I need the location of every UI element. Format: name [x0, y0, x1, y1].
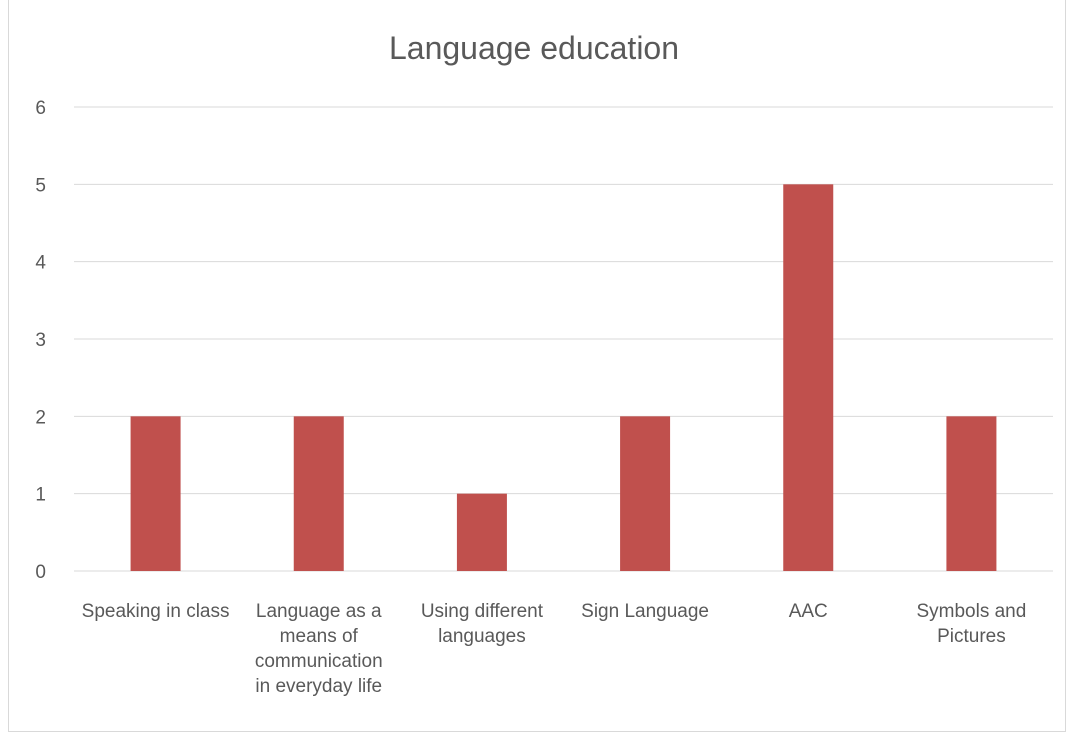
x-category-label-6: Symbols and Pictures	[916, 601, 1026, 647]
bar-4[interactable]	[620, 416, 671, 571]
y-tick-label-6: 6	[35, 98, 46, 119]
bar-3[interactable]	[456, 493, 507, 571]
y-tick-label-2: 2	[35, 407, 46, 428]
x-category-label-3: Using different languages	[421, 601, 544, 647]
chart-title: Language education	[388, 30, 680, 66]
bar-6[interactable]	[946, 416, 997, 571]
y-tick-label-1: 1	[35, 485, 46, 506]
y-tick-label-4: 4	[35, 253, 46, 274]
x-category-label-5: AAC	[789, 601, 828, 622]
bar-1[interactable]	[130, 416, 181, 571]
bar-5[interactable]	[783, 184, 834, 572]
x-category-label-1: Speaking in class	[82, 601, 230, 622]
x-category-label-2: Language as a means of communication in eve…	[255, 601, 383, 697]
y-tick-label-5: 5	[35, 175, 46, 196]
x-category-label-4: Sign Language	[581, 601, 709, 622]
y-tick-label-3: 3	[35, 330, 46, 351]
bar-2[interactable]	[293, 416, 344, 571]
y-tick-label-0: 0	[35, 562, 46, 583]
chart-frame	[8, 0, 1066, 732]
